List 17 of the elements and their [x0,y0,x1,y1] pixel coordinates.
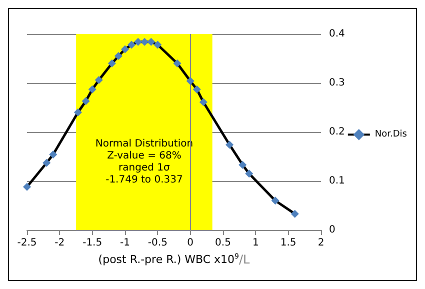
x-tick-label: -2 [54,238,65,248]
x-tick-label: 0 [187,238,194,248]
y-tick-label: 0.4 [329,28,345,40]
x-tick-label: -2.5 [17,238,37,248]
x-tick-label: 2 [318,238,324,248]
legend-label: Nor.Dis [374,130,408,140]
x-tick-label: -0.5 [148,238,168,248]
y-tick-label: 0.2 [329,126,345,138]
x-tick-label: 1 [252,238,259,248]
y-tick-label: 0.1 [329,176,345,186]
x-tick-label: -1.5 [82,238,102,248]
x-tick-label: -1 [120,238,130,248]
y-tick-label: 0.3 [329,78,345,88]
y-tick-label: 0 [329,224,336,236]
x-tick-label: 1.5 [280,238,296,248]
band-label: Normal Distribution Z-value = 68% ranged 1σ -1.749 to 0.337 [95,138,194,186]
x-tick-label: 0.5 [215,238,231,248]
